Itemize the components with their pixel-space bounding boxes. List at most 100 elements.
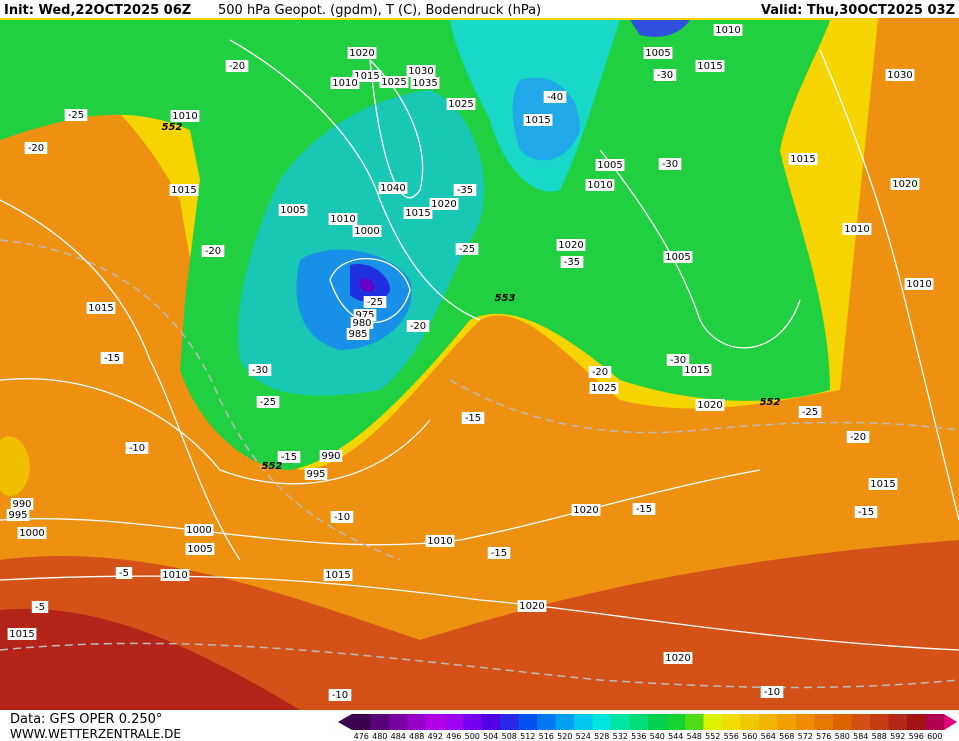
colorbar-swatch [703, 714, 723, 730]
colorbar-swatch [444, 714, 464, 730]
temperature-label: -25 [459, 244, 475, 255]
pressure-label: 1010 [330, 214, 355, 225]
pressure-label-box [585, 179, 615, 191]
colorbar-label: 524 [576, 732, 591, 741]
pressure-label-box [328, 213, 358, 225]
pressure-label: 1000 [354, 226, 379, 237]
pressure-label-box [589, 382, 619, 394]
pressure-label-box [86, 302, 116, 314]
pressure-label: 1020 [519, 601, 544, 612]
data-source: Data: GFS OPER 0.250° [10, 712, 162, 727]
pressure-label-box [278, 204, 308, 216]
temperature-label-box [453, 184, 477, 196]
temperature-label-box [455, 243, 479, 255]
colorbar-swatch [389, 714, 408, 730]
pressure-label-box [403, 207, 433, 219]
colorbar-swatch [611, 714, 630, 730]
pressure-label-box [10, 498, 34, 510]
pressure-label-box [7, 628, 37, 640]
pressure-label: 1040 [380, 183, 405, 194]
colorbar-label: 520 [557, 732, 572, 741]
colorbar-swatch [925, 714, 945, 730]
temperature-label-box [846, 431, 870, 443]
colorbar-label: 564 [761, 732, 776, 741]
colorbar-swatch [500, 714, 519, 730]
temperature-label: -20 [205, 246, 221, 257]
pressure-label-box [663, 652, 693, 664]
temperature-label: -20 [28, 143, 44, 154]
pressure-label-box [571, 504, 601, 516]
colorbar-label: 532 [613, 732, 628, 741]
temperature-label-box [406, 320, 430, 332]
temperature-label: -10 [334, 512, 350, 523]
colorbar-swatch [648, 714, 667, 730]
colorbar-label: 596 [909, 732, 924, 741]
pressure-label: 990 [321, 451, 340, 462]
colorbar-label: 592 [890, 732, 905, 741]
pressure-label: 1010 [172, 111, 197, 122]
temperature-label: -40 [547, 92, 563, 103]
colorbar-label: 552 [705, 732, 720, 741]
pressure-label-box [352, 70, 382, 82]
pressure-label-box [523, 114, 553, 126]
colorbar-swatch [537, 714, 556, 730]
temperature-label-box [201, 245, 225, 257]
colorbar-swatch [759, 714, 778, 730]
colorbar-swatch [833, 714, 852, 730]
temperature-label: -30 [670, 355, 686, 366]
pressure-label: 1015 [684, 365, 709, 376]
pressure-label-box [695, 60, 725, 72]
pressure-label: 995 [306, 469, 325, 480]
temperature-label: -10 [764, 687, 780, 698]
colorbar-swatch [463, 714, 482, 730]
temperature-label: -5 [35, 602, 45, 613]
colorbar: 476 480 484 488 492 496 500 504 508 512 516 520 524 5… [338, 714, 957, 741]
colorbar-label: 508 [502, 732, 517, 741]
pressure-label: 1025 [381, 77, 406, 88]
colorbar-swatch [426, 714, 445, 730]
colorbar-right-arrow [944, 714, 957, 730]
temperature-label-box [24, 142, 48, 154]
colorbar-swatch [370, 714, 390, 730]
temperature-label-box [798, 406, 822, 418]
pressure-label: 1015 [9, 629, 34, 640]
pressure-label: 1015 [325, 570, 350, 581]
temperature-label-box [100, 352, 124, 364]
temperature-label-box [487, 547, 511, 559]
pressure-label: 1020 [558, 240, 583, 251]
temperature-label: -15 [281, 452, 297, 463]
colorbar-swatch [907, 714, 926, 730]
pressure-label: 1015 [697, 61, 722, 72]
colorbar-label: 540 [650, 732, 665, 741]
colorbar-swatch [796, 714, 815, 730]
pressure-label-box [185, 543, 215, 555]
temperature-label-box [115, 567, 133, 579]
map-background [0, 0, 959, 710]
pressure-label: 1015 [870, 479, 895, 490]
pressure-label-box [352, 225, 382, 237]
pressure-label: 1020 [349, 48, 374, 59]
colorbar-label: 512 [520, 732, 535, 741]
temperature-label: -25 [260, 397, 276, 408]
pressure-label: 1020 [573, 505, 598, 516]
pressure-label: 1020 [892, 179, 917, 190]
colorbar-swatch [851, 714, 871, 730]
pressure-label-box [904, 278, 934, 290]
colorbar-swatch [592, 714, 612, 730]
pressure-label: 1035 [412, 78, 437, 89]
pressure-label-box [788, 153, 818, 165]
temperature-label-box [666, 354, 690, 366]
temperature-label: -15 [104, 353, 120, 364]
pressure-label: 1010 [587, 180, 612, 191]
colorbar-swatch [574, 714, 593, 730]
temperature-label: -15 [636, 504, 652, 515]
temperature-label: -10 [332, 690, 348, 701]
header-bar [0, 0, 959, 18]
colorbar-swatch [555, 714, 575, 730]
temperature-label: -30 [252, 365, 268, 376]
temperature-label-box [854, 506, 878, 518]
pressure-label: 1010 [906, 279, 931, 290]
colorbar-label: 584 [853, 732, 868, 741]
